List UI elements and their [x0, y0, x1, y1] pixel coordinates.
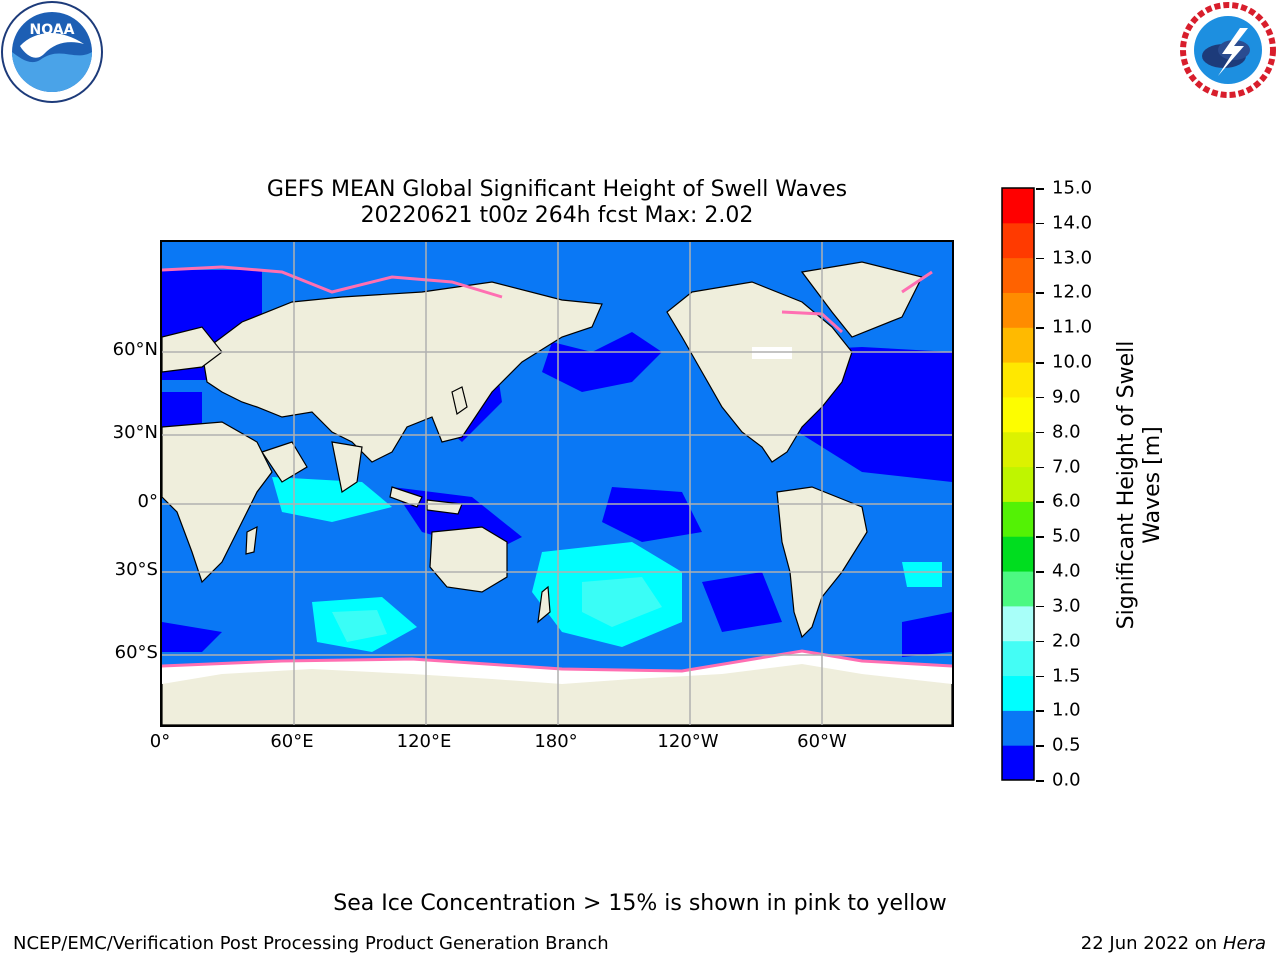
swell-high-regions — [272, 477, 942, 652]
colorbar-block — [1002, 362, 1034, 398]
colorbar-title: Significant Height of Swell Waves [m] — [1114, 340, 1165, 630]
colorbar-tick-label: 15.0 — [1052, 177, 1093, 199]
nws-logo — [1178, 0, 1278, 100]
colorbar-tick — [1036, 501, 1044, 503]
lon-label-60e: 60°E — [270, 731, 314, 752]
sea-ice-edge — [162, 265, 952, 673]
lat-label-60s: 60°S — [114, 642, 158, 663]
colorbar-block — [1002, 536, 1034, 572]
lon-label-120w: 120°W — [657, 731, 719, 752]
colorbar-tick-label: 0.5 — [1052, 734, 1081, 756]
colorbar-tick — [1036, 257, 1044, 260]
colorbar-tick-label: 14.0 — [1052, 212, 1093, 234]
lat-label-0: 0° — [137, 491, 158, 512]
colorbar-tick — [1036, 640, 1044, 643]
colorbar-tick — [1036, 396, 1044, 399]
colorbar-tick — [1036, 710, 1044, 712]
colorbar-block — [1002, 188, 1034, 224]
colorbar-block — [1002, 571, 1034, 607]
land-masses — [162, 261, 952, 725]
colorbar-tick — [1036, 675, 1044, 678]
colorbar-tick-label: 4.0 — [1052, 560, 1081, 582]
colorbar-tick — [1036, 536, 1044, 538]
map-frame — [160, 240, 954, 727]
footer-date: 22 Jun 2022 on Hera — [1081, 933, 1266, 954]
colorbar-block — [1002, 675, 1034, 711]
colorbar — [1001, 187, 1035, 781]
lat-label-30n: 30°N — [112, 422, 158, 443]
map-grid — [162, 242, 952, 725]
colorbar-block — [1002, 222, 1034, 259]
colorbar-tick-label: 8.0 — [1052, 421, 1081, 443]
colorbar-block — [1002, 327, 1034, 363]
colorbar-block — [1002, 431, 1034, 468]
colorbar-tick-label: 13.0 — [1052, 247, 1093, 269]
colorbar-block — [1002, 466, 1034, 502]
lon-label-0: 0° — [149, 731, 171, 752]
colorbar-tick-label: 11.0 — [1052, 316, 1093, 338]
svg-text:NOAA: NOAA — [30, 22, 75, 38]
colorbar-block — [1002, 640, 1034, 677]
colorbar-block — [1002, 257, 1034, 293]
map-canvas — [162, 242, 952, 725]
lat-label-30s: 30°S — [114, 559, 158, 580]
colorbar-tick — [1036, 745, 1044, 747]
lon-label-120e: 120°E — [396, 731, 452, 752]
colorbar-tick — [1036, 292, 1044, 294]
colorbar-tick-label: 1.5 — [1052, 665, 1081, 687]
colorbar-tick — [1036, 188, 1044, 190]
colorbar-block — [1002, 292, 1034, 328]
colorbar-block — [1002, 745, 1034, 781]
colorbar-tick-label: 12.0 — [1052, 281, 1093, 303]
colorbar-tick — [1036, 780, 1044, 782]
colorbar-block — [1002, 501, 1034, 537]
colorbar-tick-label: 3.0 — [1052, 595, 1081, 617]
colorbar-tick-label: 7.0 — [1052, 456, 1081, 478]
colorbar-tick — [1036, 571, 1044, 573]
chart-subtitle: 20220621 t00z 264h fcst Max: 2.02 — [360, 203, 754, 228]
colorbar-tick — [1036, 431, 1044, 434]
footer-credit: NCEP/EMC/Verification Post Processing Pr… — [13, 933, 609, 954]
chart-title: GEFS MEAN Global Significant Height of S… — [266, 177, 848, 202]
lon-label-60w: 60°W — [797, 731, 847, 752]
colorbar-tick-label: 0.0 — [1052, 769, 1081, 791]
colorbar-tick-label: 6.0 — [1052, 490, 1081, 512]
colorbar-tick-label: 9.0 — [1052, 386, 1081, 408]
footer-host: Hera — [1222, 933, 1266, 954]
colorbar-tick-label: 1.0 — [1052, 699, 1081, 721]
colorbar-tick — [1036, 327, 1044, 329]
colorbar-block — [1002, 605, 1034, 642]
sea-ice-note: Sea Ice Concentration > 15% is shown in … — [333, 891, 947, 916]
colorbar-tick — [1036, 222, 1044, 225]
footer-date-text: 22 Jun 2022 on — [1080, 933, 1218, 954]
colorbar-tick — [1036, 466, 1044, 469]
colorbar-tick — [1036, 605, 1044, 608]
colorbar-tick — [1036, 362, 1044, 364]
colorbar-block — [1002, 710, 1034, 746]
colorbar-tick-label: 5.0 — [1052, 525, 1081, 547]
colorbar-block — [1002, 396, 1034, 433]
lon-label-180: 180° — [534, 731, 578, 752]
colorbar-tick-label: 10.0 — [1052, 351, 1093, 373]
noaa-logo: NOAA — [0, 0, 104, 104]
colorbar-tick-label: 2.0 — [1052, 630, 1081, 652]
lat-label-60n: 60°N — [112, 339, 158, 360]
